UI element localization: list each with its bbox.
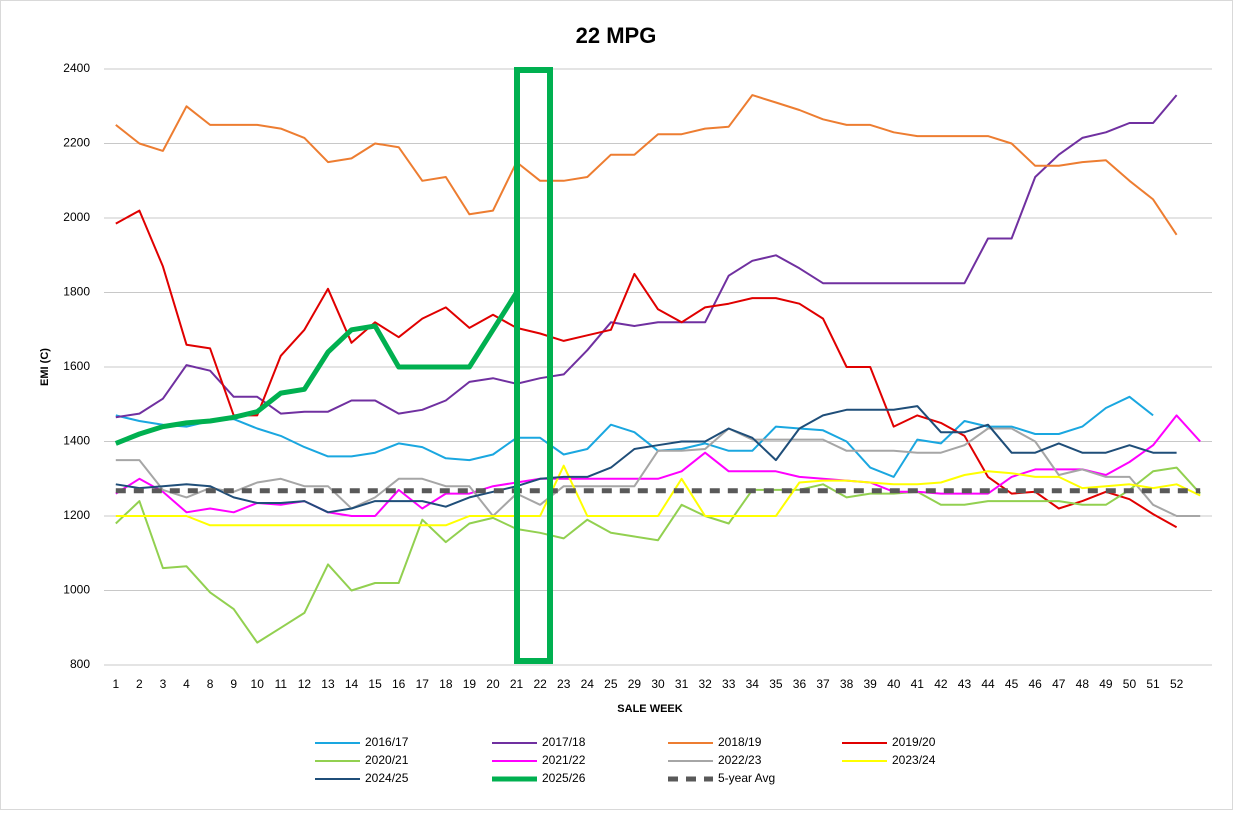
x-tick-label: 47 bbox=[1052, 677, 1066, 691]
x-tick-label: 25 bbox=[604, 677, 618, 691]
series-line bbox=[114, 291, 519, 446]
lines bbox=[114, 94, 1201, 644]
legend-label: 2017/18 bbox=[542, 735, 586, 749]
legend-label: 2018/19 bbox=[718, 735, 762, 749]
y-axis-label: EMI (C) bbox=[39, 348, 51, 386]
legend-label: 5-year Avg bbox=[718, 771, 775, 785]
x-tick-label: 48 bbox=[1076, 677, 1090, 691]
series-line bbox=[115, 464, 1201, 527]
y-tick-label: 1000 bbox=[63, 583, 90, 597]
x-tick-label: 20 bbox=[486, 677, 500, 691]
x-tick-label: 51 bbox=[1146, 677, 1160, 691]
x-tick-label: 15 bbox=[368, 677, 382, 691]
x-tick-label: 36 bbox=[793, 677, 807, 691]
x-tick-label: 39 bbox=[863, 677, 877, 691]
x-tick-label: 12 bbox=[298, 677, 312, 691]
x-tick-label: 38 bbox=[840, 677, 854, 691]
x-tick-label: 46 bbox=[1029, 677, 1043, 691]
x-tick-label: 8 bbox=[207, 677, 214, 691]
y-tick-label: 1200 bbox=[63, 508, 90, 522]
legend-label: 2022/23 bbox=[718, 753, 762, 767]
x-tick-label: 41 bbox=[911, 677, 925, 691]
legend-label: 2025/26 bbox=[542, 771, 586, 785]
highlight-box bbox=[514, 67, 553, 664]
series-line bbox=[115, 94, 1178, 419]
x-tick-label: 9 bbox=[230, 677, 237, 691]
series-line bbox=[115, 94, 1178, 236]
x-tick-label: 18 bbox=[439, 677, 453, 691]
x-tick-label: 49 bbox=[1099, 677, 1113, 691]
x-tick-label: 3 bbox=[160, 677, 167, 691]
y-tick-label: 2400 bbox=[63, 61, 90, 75]
x-tick-label: 1 bbox=[112, 677, 119, 691]
x-tick-label: 19 bbox=[463, 677, 477, 691]
x-tick-label: 35 bbox=[769, 677, 783, 691]
series-line bbox=[115, 466, 1201, 644]
x-tick-label: 14 bbox=[345, 677, 359, 691]
y-tick-label: 2000 bbox=[63, 210, 90, 224]
x-tick-label: 30 bbox=[651, 677, 665, 691]
y-tick-label: 800 bbox=[70, 657, 90, 671]
legend-label: 2023/24 bbox=[892, 753, 936, 767]
chart-title: 22 MPG bbox=[576, 23, 657, 48]
x-tick-label: 32 bbox=[698, 677, 712, 691]
legend-label: 2016/17 bbox=[365, 735, 409, 749]
x-tick-label: 29 bbox=[628, 677, 642, 691]
x-tick-label: 21 bbox=[510, 677, 524, 691]
x-tick-label: 31 bbox=[675, 677, 689, 691]
series-line bbox=[115, 395, 1154, 478]
x-tick-label: 45 bbox=[1005, 677, 1019, 691]
x-tick-label: 16 bbox=[392, 677, 406, 691]
y-tick-label: 2200 bbox=[63, 136, 90, 150]
x-tick-label: 37 bbox=[816, 677, 830, 691]
x-tick-label: 43 bbox=[958, 677, 972, 691]
y-tick-label: 1400 bbox=[63, 434, 90, 448]
x-tick-label: 52 bbox=[1170, 677, 1184, 691]
x-tick-label: 10 bbox=[251, 677, 265, 691]
x-tick-label: 50 bbox=[1123, 677, 1137, 691]
x-tick-label: 33 bbox=[722, 677, 736, 691]
x-tick-label: 34 bbox=[746, 677, 760, 691]
x-tick-label: 4 bbox=[183, 677, 190, 691]
series-line bbox=[115, 427, 1201, 517]
x-tick-label: 2 bbox=[136, 677, 143, 691]
x-tick-label: 40 bbox=[887, 677, 901, 691]
legend-label: 2019/20 bbox=[892, 735, 936, 749]
x-tick-label: 13 bbox=[321, 677, 335, 691]
x-tick-label: 17 bbox=[416, 677, 430, 691]
legend-label: 2024/25 bbox=[365, 771, 409, 785]
legend-label: 2020/21 bbox=[365, 753, 409, 767]
x-tick-label: 11 bbox=[275, 677, 288, 691]
y-tick-label: 1800 bbox=[63, 285, 90, 299]
x-tick-label: 44 bbox=[981, 677, 995, 691]
y-tick-label: 1600 bbox=[63, 359, 90, 373]
x-tick-label: 24 bbox=[581, 677, 595, 691]
x-tick-label: 22 bbox=[533, 677, 547, 691]
series-line bbox=[115, 405, 1177, 514]
legend-label: 2021/22 bbox=[542, 753, 586, 767]
x-axis-label: SALE WEEK bbox=[617, 703, 682, 715]
legend: 2016/17 2017/18 2018/19 2019/20 2020/21 2021/… bbox=[315, 735, 936, 785]
x-tick-label: 42 bbox=[934, 677, 948, 691]
x-tick-label: 23 bbox=[557, 677, 571, 691]
